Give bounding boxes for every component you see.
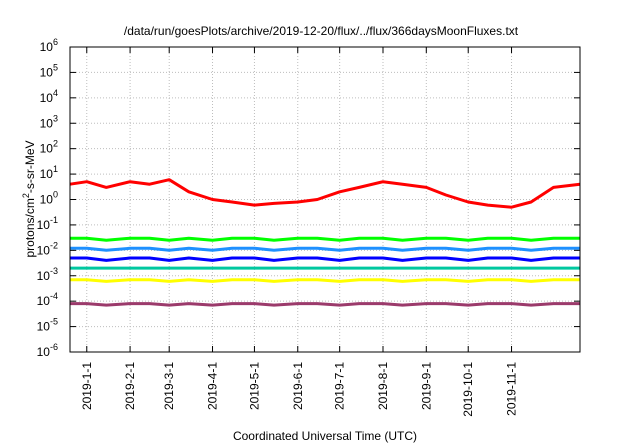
x-tick-label: 2019-1-1 [80, 362, 94, 410]
x-tick-label: 2019-8-1 [376, 362, 390, 410]
x-tick-label: 2019-6-1 [291, 362, 305, 410]
x-tick-label: 2019-5-1 [247, 362, 261, 410]
series-line [69, 178, 581, 209]
x-axis-label: Coordinated Universal Time (UTC) [233, 429, 417, 443]
series-line [70, 246, 580, 252]
series-line [70, 278, 580, 283]
x-tick-label: 2019-3-1 [162, 362, 176, 410]
chart-title: /data/run/goesPlots/archive/2019-12-20/f… [124, 24, 519, 38]
x-tick-label: 2019-4-1 [206, 362, 220, 410]
x-tick-label: 2019-7-1 [333, 362, 347, 410]
y-axis-label: protons/cm2-s-sr-MeV [21, 140, 37, 257]
series-group [69, 178, 581, 307]
series-line [70, 302, 580, 307]
x-tick-label: 2019-10-1 [461, 362, 475, 417]
series-line [70, 236, 580, 242]
x-tick-label: 2019-2-1 [123, 362, 137, 410]
x-tick-label: 2019-9-1 [419, 362, 433, 410]
x-tick-label: 2019-11-1 [505, 362, 519, 416]
series-line [70, 256, 580, 262]
